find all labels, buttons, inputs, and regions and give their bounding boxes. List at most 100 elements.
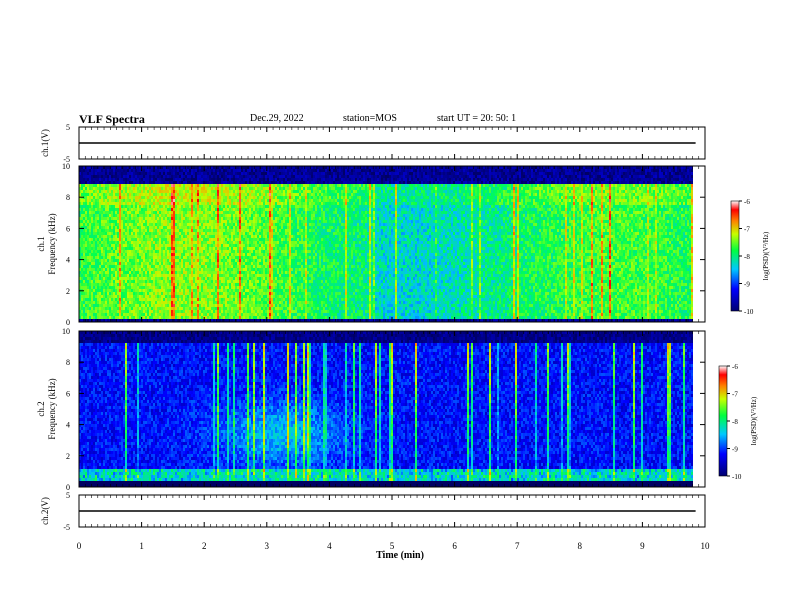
spectrogram-cell (147, 262, 149, 265)
spectrogram-cell (123, 313, 125, 316)
spectrogram-cell (211, 202, 213, 205)
spectrogram-cell (195, 253, 197, 256)
spectrogram-cell (223, 190, 225, 193)
spectrogram-cell (147, 316, 149, 319)
spectrogram-cell (225, 208, 227, 211)
spectrogram-cell (109, 181, 111, 184)
spectrogram-cell (165, 313, 167, 316)
spectrogram-cell (89, 271, 91, 274)
spectrogram-cell (209, 289, 211, 292)
spectrogram-cell (261, 253, 263, 256)
spectrogram-cell (107, 187, 109, 190)
spectrogram-cell (155, 202, 157, 205)
spectrogram-cell (115, 193, 117, 196)
spectrogram-cell (127, 178, 129, 181)
spectrogram-cell (243, 211, 245, 214)
spectrogram-cell (203, 223, 205, 226)
spectrogram-cell (121, 220, 123, 223)
spectrogram-cell (103, 316, 105, 319)
spectrogram-cell (187, 244, 189, 247)
spectrogram-cell (163, 172, 165, 175)
spectrogram-cell (205, 214, 207, 217)
spectrogram-cell (165, 262, 167, 265)
spectrogram-cell (175, 187, 177, 190)
spectrogram-cell (215, 265, 217, 268)
spectrogram-cell (227, 292, 229, 295)
spectrogram-cell (97, 274, 99, 277)
spectrogram-cell (213, 268, 215, 271)
spectrogram-cell (225, 202, 227, 205)
spectrogram-cell (173, 205, 175, 208)
spectrogram-cell (215, 259, 217, 262)
spectrogram-cell (111, 265, 113, 268)
spectrogram-cell (255, 256, 257, 259)
spectrogram-cell (105, 301, 107, 304)
spectrogram-cell (195, 217, 197, 220)
spectrogram-cell (195, 313, 197, 316)
spectrogram-cell (109, 187, 111, 190)
spectrogram-cell (227, 220, 229, 223)
spectrogram-cell (95, 199, 97, 202)
spectrogram-cell (245, 172, 247, 175)
spectrogram-cell (227, 190, 229, 193)
spectrogram-cell (231, 226, 233, 229)
spectrogram-cell (185, 295, 187, 298)
spectrogram-cell (241, 274, 243, 277)
spectrogram-cell (157, 298, 159, 301)
spectrogram-cell (179, 187, 181, 190)
spectrogram-cell (203, 199, 205, 202)
spectrogram-cell (167, 268, 169, 271)
spectrogram-cell (157, 187, 159, 190)
spectrogram-cell (81, 214, 83, 217)
spectrogram-cell (103, 196, 105, 199)
spectrogram-cell (187, 193, 189, 196)
spectrogram-cell (109, 280, 111, 283)
spectrogram-cell (175, 304, 177, 307)
spectrogram-cell (199, 232, 201, 235)
spectrogram-cell (91, 268, 93, 271)
spectrogram-cell (171, 235, 173, 238)
spectrogram-cell (251, 211, 253, 214)
spectrogram-cell (149, 298, 151, 301)
spectrogram-cell (195, 175, 197, 178)
spectrogram-cell (155, 289, 157, 292)
spectrogram-cell (133, 298, 135, 301)
spectrogram-cell (257, 169, 259, 172)
spectrogram-cell (179, 178, 181, 181)
spectrogram-cell (111, 214, 113, 217)
spectrogram-cell (197, 181, 199, 184)
spectrogram-cell (225, 307, 227, 310)
spectrogram-cell (151, 214, 153, 217)
spectrogram-cell (263, 202, 265, 205)
spectrogram-cell (187, 202, 189, 205)
spectrogram-cell (109, 238, 111, 241)
spectrogram-cell (109, 235, 111, 238)
spectrogram-cell (165, 292, 167, 295)
spectrogram-cell (211, 217, 213, 220)
spectrogram-cell (161, 184, 163, 187)
spectrogram-cell (177, 259, 179, 262)
spectrogram-cell (103, 286, 105, 289)
spectrogram-cell (89, 223, 91, 226)
spectrogram-cell (85, 295, 87, 298)
spectrogram-cell (229, 217, 231, 220)
spectrogram-cell (165, 178, 167, 181)
spectrogram-cell (169, 304, 171, 307)
spectrogram-cell (253, 205, 255, 208)
spectrogram-cell (239, 205, 241, 208)
spectrogram-cell (261, 226, 263, 229)
spectrogram-cell (151, 226, 153, 229)
spectrogram-cell (269, 181, 271, 184)
spectrogram-cell (89, 250, 91, 253)
spectrogram-cell (197, 268, 199, 271)
spectrogram-cell (95, 313, 97, 316)
spectrogram-cell (169, 205, 171, 208)
spectrogram-cell (89, 289, 91, 292)
spectrogram-cell (201, 244, 203, 247)
spectrogram-cell (251, 214, 253, 217)
spectrogram-cell (115, 205, 117, 208)
spectrogram-cell (149, 250, 151, 253)
spectrogram-cell (209, 193, 211, 196)
spectrogram-cell (227, 238, 229, 241)
spectrogram-cell (83, 268, 85, 271)
